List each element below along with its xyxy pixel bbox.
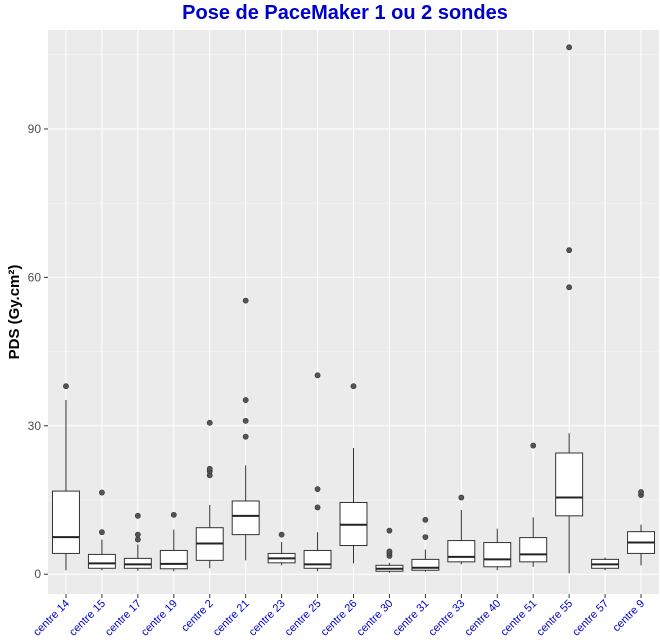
outlier-point: [134, 531, 141, 538]
x-tick-label: centre 55: [534, 598, 575, 639]
outlier-point: [242, 297, 249, 304]
box-centre-9: [627, 489, 656, 566]
box-centre-2: [195, 419, 224, 569]
y-tick-label: 90: [28, 122, 42, 136]
box-centre-15: [87, 489, 116, 571]
x-tick-label: centre 30: [355, 598, 396, 639]
x-tick-label: centre 17: [103, 598, 144, 639]
outlier-point: [134, 512, 141, 519]
box-centre-25: [303, 372, 332, 572]
outlier-point: [242, 397, 249, 403]
outlier-point: [206, 465, 213, 472]
outlier-point: [99, 489, 105, 496]
x-tick-label: centre 26: [319, 598, 360, 639]
box-centre-14: [51, 383, 80, 571]
box-iqr: [303, 549, 332, 569]
outlier-point: [278, 531, 285, 538]
outlier-point: [170, 511, 177, 518]
outlier-point: [314, 372, 321, 379]
outlier-point: [314, 504, 321, 511]
outlier-point: [530, 442, 537, 449]
y-tick-label: 60: [28, 270, 42, 284]
x-tick-label: centre 2: [179, 598, 216, 635]
outlier-point: [350, 383, 357, 390]
box-iqr: [483, 542, 512, 568]
outlier-point: [242, 417, 249, 424]
box-centre-21: [231, 297, 260, 561]
x-tick-label: centre 14: [31, 598, 72, 639]
box-iqr: [87, 553, 116, 569]
x-tick-label: centre 33: [427, 598, 468, 639]
outlier-point: [566, 284, 573, 291]
box-centre-51: [519, 442, 548, 567]
outlier-point: [99, 529, 105, 536]
x-tick-label: centre 25: [283, 598, 324, 639]
box-centre-40: [483, 528, 512, 571]
outlier-point: [422, 516, 429, 523]
x-tick-label: centre 15: [67, 598, 108, 639]
box-centre-26: [339, 383, 368, 564]
outlier-point: [458, 494, 465, 501]
box-centre-55: [555, 44, 584, 574]
outlier-point: [386, 548, 393, 555]
x-tick-label: centre 51: [498, 598, 539, 639]
outlier-point: [566, 44, 573, 51]
box-iqr: [555, 452, 584, 517]
box-iqr: [447, 540, 476, 563]
outlier-point: [206, 419, 213, 426]
box-centre-33: [447, 494, 476, 565]
outlier-point: [63, 383, 69, 390]
box-centre-19: [159, 511, 188, 572]
chart-title: Pose de PaceMaker 1 ou 2 sondes: [182, 2, 508, 24]
y-tick-label: 0: [34, 567, 41, 581]
box-centre-17: [123, 512, 152, 571]
outlier-point: [566, 247, 573, 254]
boxes-layer: [51, 44, 656, 574]
x-tick-label: centre 21: [211, 598, 252, 639]
outlier-point: [422, 534, 429, 541]
y-axis-label: PDS (Gy.cm²): [6, 265, 23, 360]
box-iqr: [51, 490, 80, 554]
box-iqr: [159, 549, 188, 570]
x-tick-label: centre 9: [611, 598, 648, 635]
y-axis-ticks: 0 30 60 90: [28, 122, 48, 581]
box-iqr: [411, 558, 440, 571]
y-tick-label: 30: [28, 419, 42, 433]
x-tick-label: centre 40: [462, 598, 503, 639]
outlier-point: [242, 433, 249, 440]
box-centre-23: [267, 531, 296, 566]
box-centre-57: [591, 557, 620, 571]
outlier-point: [638, 489, 644, 495]
x-tick-label: centre 23: [247, 598, 288, 639]
box-iqr: [231, 500, 260, 536]
outlier-point: [314, 486, 321, 493]
box-centre-30: [375, 527, 404, 573]
x-tick-label: centre 19: [139, 598, 180, 639]
outlier-point: [386, 527, 393, 534]
box-iqr: [519, 537, 548, 563]
box-centre-31: [411, 516, 440, 572]
x-tick-label: centre 57: [570, 598, 611, 639]
x-tick-label: centre 31: [391, 598, 432, 639]
outlier-point: [134, 536, 141, 543]
